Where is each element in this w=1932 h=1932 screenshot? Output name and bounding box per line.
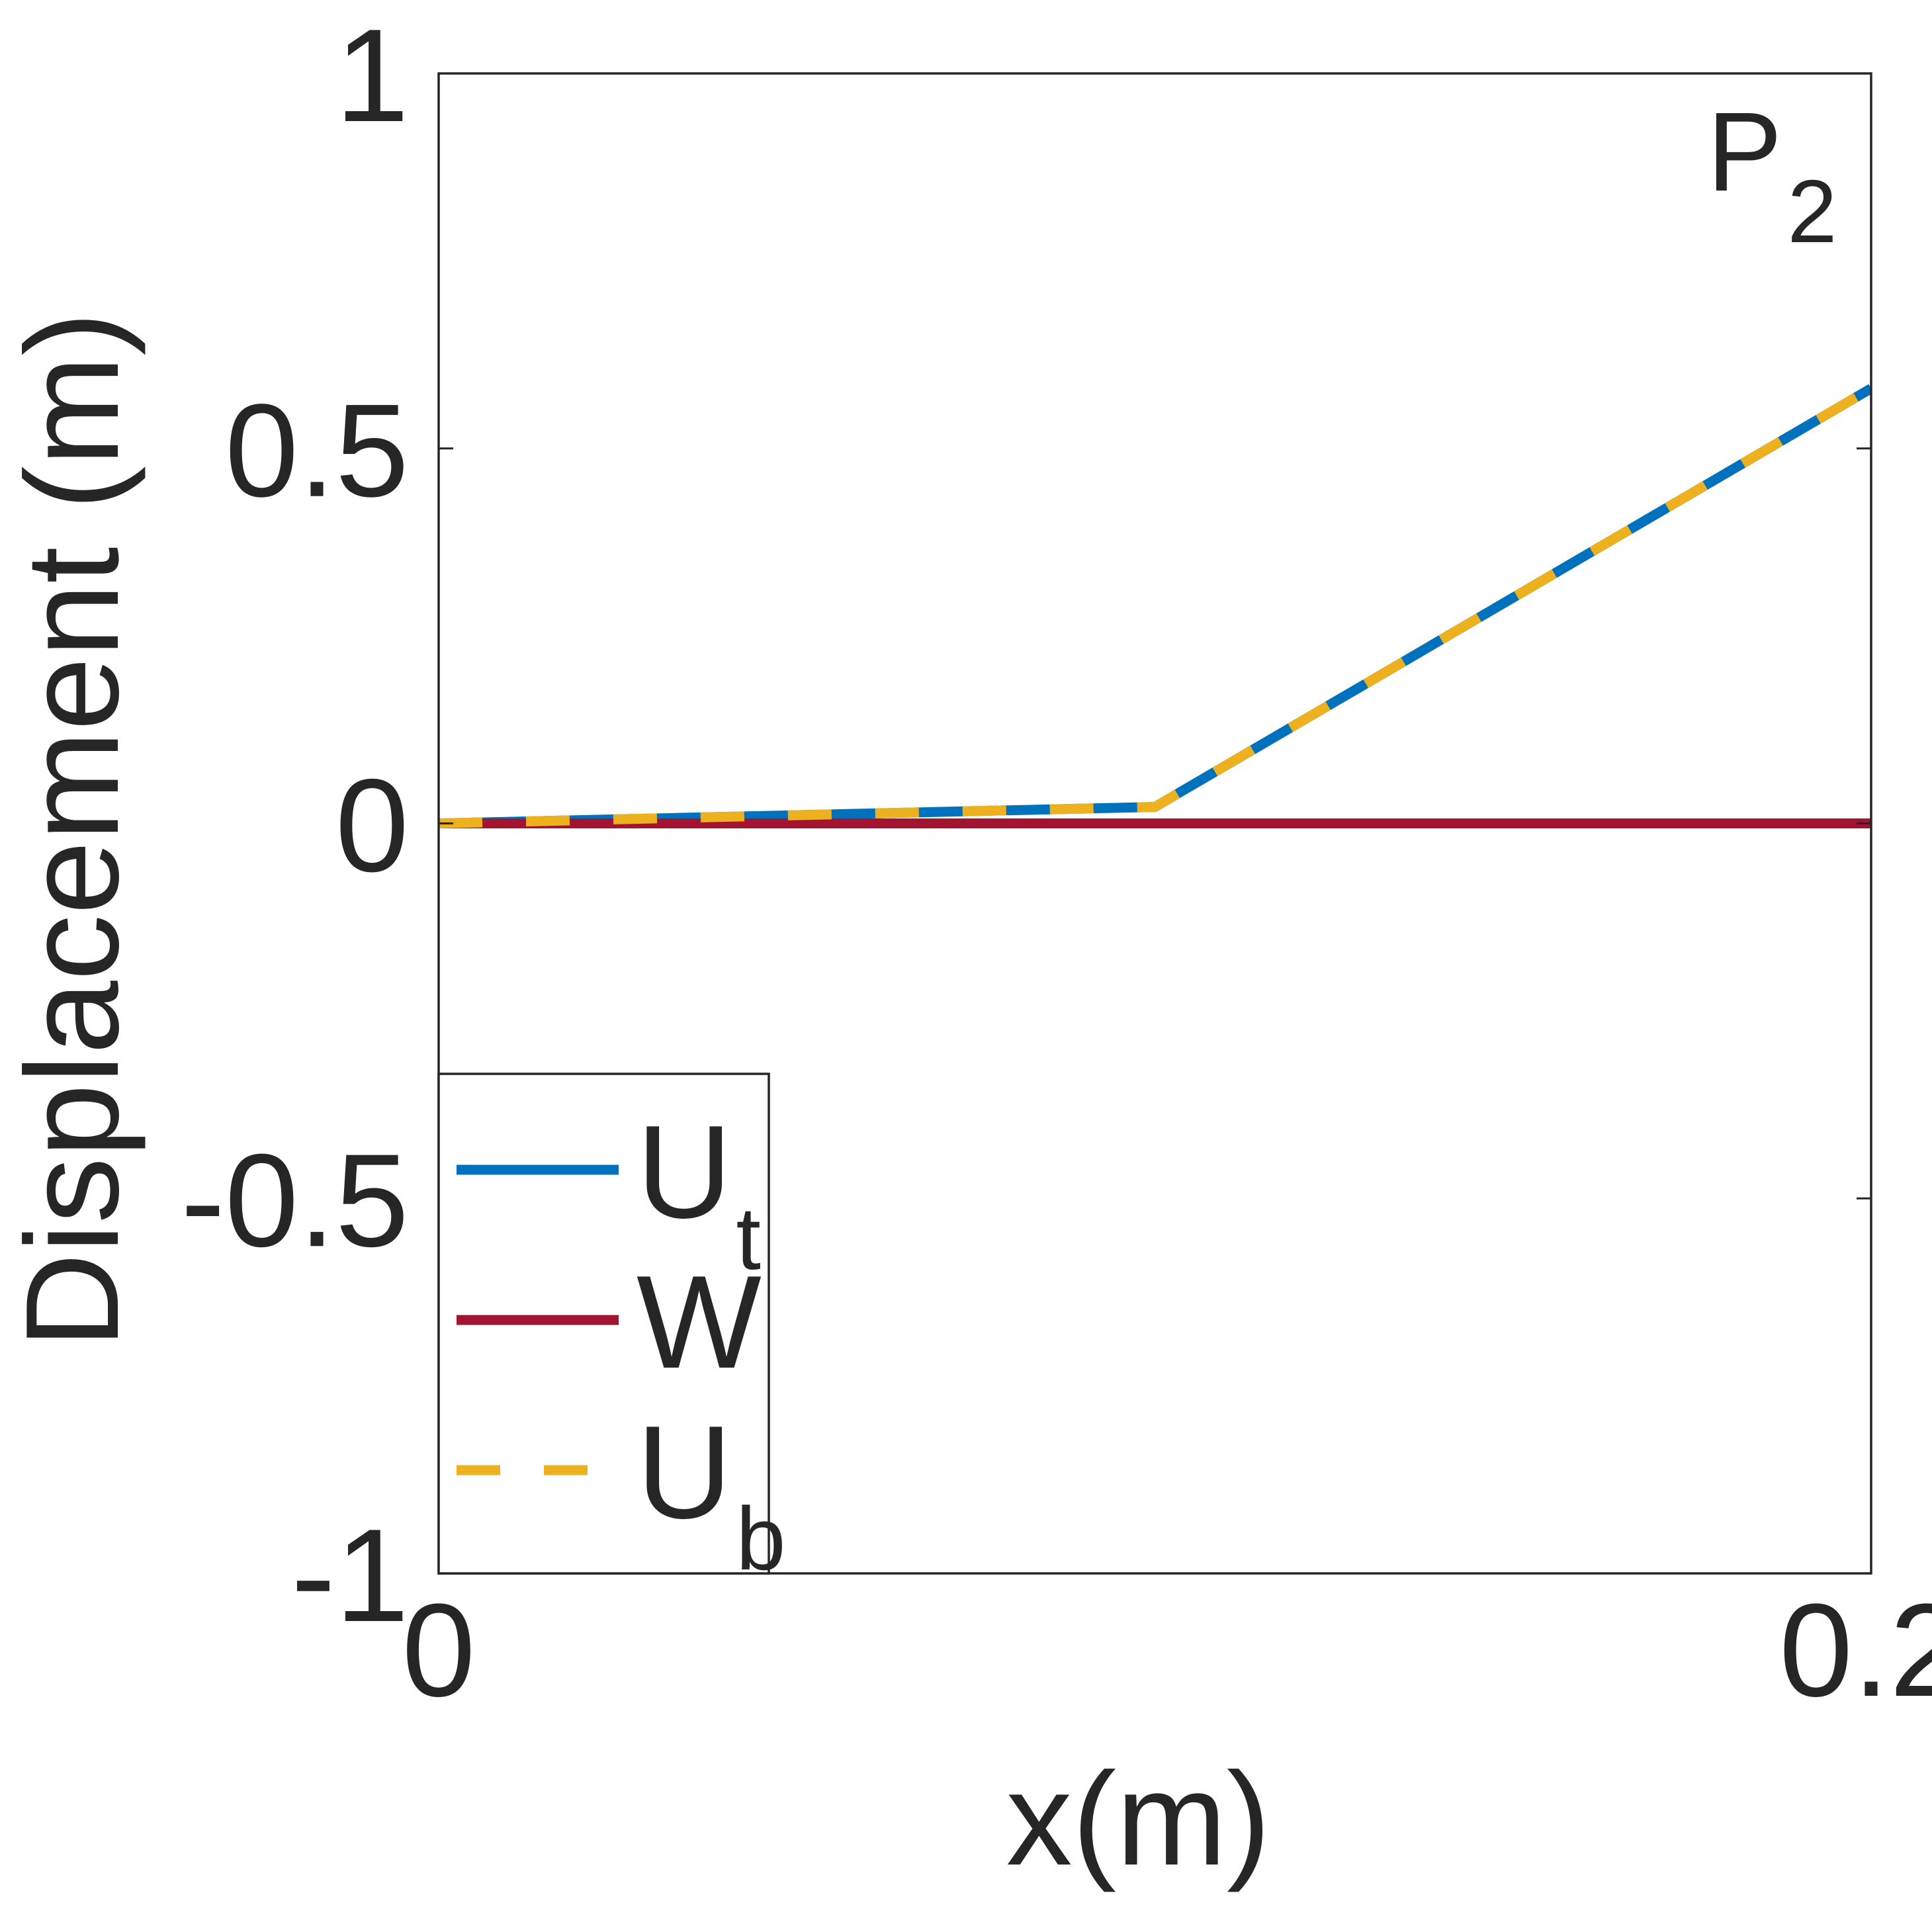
y-tick-label: -1 <box>291 1502 409 1649</box>
y-tick-label: 0.5 <box>225 377 409 525</box>
series-layer <box>439 384 1871 828</box>
y-tick-label: -0.5 <box>181 1127 409 1274</box>
legend-label-base: U <box>637 1399 732 1546</box>
legend-label-base: W <box>637 1249 762 1396</box>
annotation-base: P <box>1707 89 1782 215</box>
y-tick-label: 0 <box>335 752 409 900</box>
annotation-subscript: 2 <box>1787 161 1837 261</box>
legend-label-ub: Ub <box>637 1399 786 1589</box>
x-tick-label: 0.2 <box>1779 1577 1932 1724</box>
legend-label-subscript: b <box>736 1489 785 1589</box>
y-tick-label: 1 <box>335 2 409 150</box>
x-axis-label: x(m) <box>1006 1745 1271 1893</box>
y-axis-label: Displacement (m) <box>0 312 146 1348</box>
labels-layer: -1 -0.5 0 0.5 1 0 0.2 x(m) Displacement (m) P2 <box>0 2 1932 1893</box>
series-line-ub <box>439 384 1871 828</box>
legend-label-subscript: t <box>736 1188 761 1288</box>
legend-label-ut: Ut <box>637 1098 761 1288</box>
plot-annotation: P2 <box>1707 89 1837 261</box>
legend-label-base: U <box>637 1098 732 1246</box>
x-tick-label: 0 <box>402 1577 475 1724</box>
legend-label-w: W <box>637 1249 762 1396</box>
